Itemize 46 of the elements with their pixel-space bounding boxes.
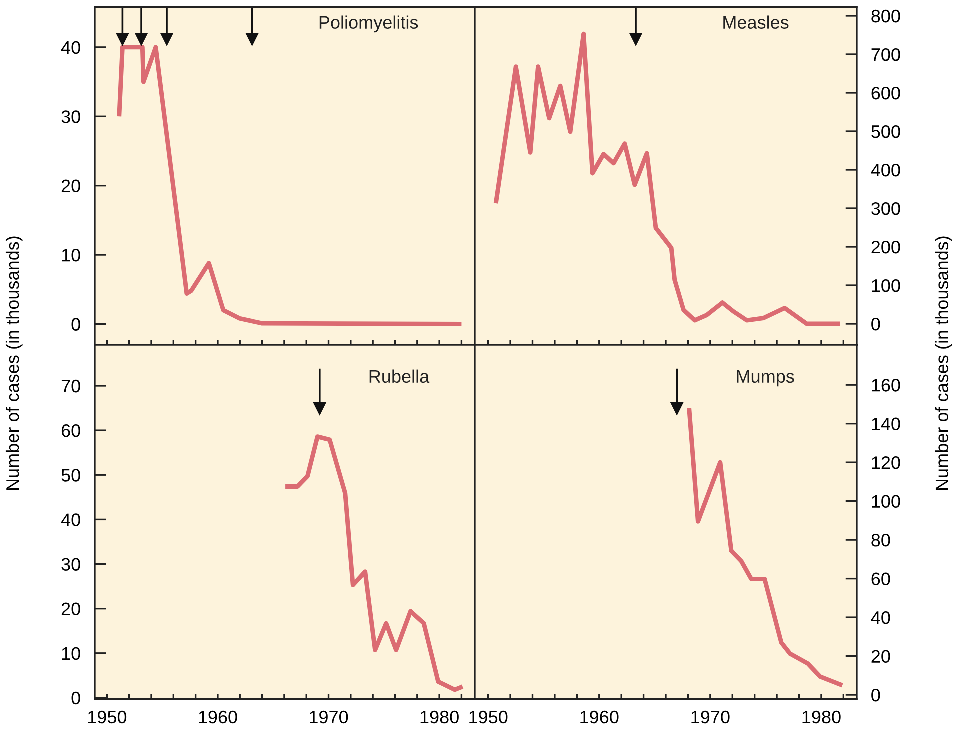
y-tick-label: 140 [872,418,900,431]
y-tick-label: 500 [872,125,900,138]
y-tick-label: 800 [872,10,900,23]
y-tick-label: 0 [872,318,880,331]
y-tick-label: 100 [872,495,900,508]
line-series [687,406,845,688]
chart-title: Poliomyelitis [320,16,418,33]
y-tick-label: 10 [62,248,80,262]
y-tick-label: 40 [871,611,890,624]
y-tick-label: 20 [872,650,890,664]
y-tick-label: 200 [872,240,900,254]
y-tick-label: 100 [872,279,900,292]
text: Rubella [370,370,430,384]
x-tick-label: 1980 [802,710,841,724]
y-tick-label: 400 [871,164,900,177]
x-tick-label: 1960 [580,710,619,724]
y-tick-label: 0 [72,692,80,705]
x-tick-label: 1980 [420,710,459,724]
y-tick-label: 300 [872,202,900,216]
y-tick-label: 700 [872,48,900,62]
y-tick-label: 10 [62,647,80,660]
y-axis-title: Number of cases (in thousands) [6,236,23,490]
y-tick-label: 50 [62,469,80,482]
y-tick-label: 70 [62,380,80,393]
x-tick-label: 1950 [88,710,127,724]
y-tick-label: 20 [62,602,80,616]
y-tick-label: 0 [72,318,80,331]
y-tick-label: 160 [872,379,900,392]
y-tick-label: 30 [62,558,80,571]
y-tick-label: 60 [62,424,80,438]
y-tick-label: 80 [872,534,890,547]
y-tick-label: 40 [61,514,80,526]
y-tick-label: 120 [872,456,900,470]
y-tick-label: 0 [872,688,880,702]
chart-title: Measles [724,16,789,30]
y-tick-label: 40 [61,41,80,54]
text: Mumps [737,370,794,387]
y-tick-label: 600 [872,86,900,100]
y-tick-label: 20 [62,180,80,193]
y-axis-title: Number of cases (in thousands) [935,236,952,490]
x-tick-label: 1970 [310,710,348,724]
y-tick-label: 30 [62,110,80,124]
x-tick-label: 1960 [199,710,238,724]
y-tick-label: 60 [872,572,890,586]
x-tick-label: 1970 [692,710,730,724]
x-tick-label: 1950 [470,710,508,724]
